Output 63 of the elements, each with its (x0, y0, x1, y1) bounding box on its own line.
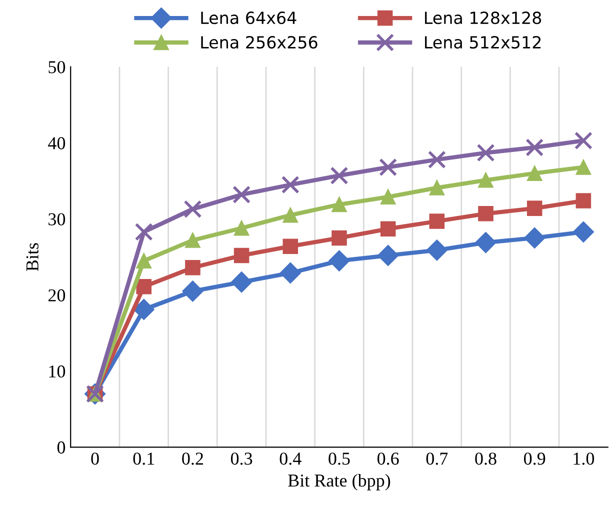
x-tick-label: 0.2 (182, 452, 203, 465)
point (330, 166, 348, 185)
x-tick-label: 0 (91, 452, 99, 465)
point (280, 262, 301, 284)
point (282, 238, 298, 254)
x-tick-label: 0.8 (475, 452, 496, 465)
x-tick-label: 0.6 (377, 452, 399, 465)
point (526, 200, 542, 216)
point (429, 214, 445, 229)
x-tick-label: 0.7 (426, 452, 448, 465)
point (378, 244, 399, 266)
point (478, 206, 494, 222)
point (182, 280, 204, 302)
point (332, 196, 347, 212)
y-axis-title: Bits (26, 243, 38, 272)
point (185, 232, 200, 248)
point (332, 230, 347, 246)
point (380, 221, 396, 236)
point (478, 172, 494, 188)
point (185, 260, 200, 276)
point (281, 176, 300, 194)
y-tick-label: 40 (48, 137, 66, 150)
point (429, 180, 445, 196)
legend-label: Lena 512x512 (425, 36, 541, 49)
point (282, 208, 298, 223)
point (576, 160, 592, 175)
point (379, 158, 398, 176)
x-tick-label: 1.0 (574, 452, 594, 465)
x-tick-label: 0.5 (328, 452, 350, 465)
point (136, 253, 152, 268)
x-tick-label: 0.4 (280, 452, 302, 465)
legend-label: Lena 256x256 (201, 36, 318, 49)
point (476, 144, 495, 162)
point (133, 298, 154, 320)
point (526, 166, 542, 181)
y-tick-label: 50 (48, 61, 66, 74)
x-axis-title: Bit Rate (bpp) (288, 474, 390, 490)
point (184, 200, 202, 218)
legend-label: Lena 128x128 (425, 12, 542, 24)
point (136, 279, 152, 294)
y-tick-label: 30 (48, 213, 66, 226)
point (524, 227, 546, 248)
point (475, 232, 496, 254)
x-tick-label: 0.1 (133, 452, 154, 465)
point (234, 220, 250, 236)
point (428, 150, 446, 169)
point (231, 272, 252, 293)
point (572, 221, 594, 242)
point (134, 222, 153, 241)
point (574, 132, 592, 150)
point (426, 240, 448, 261)
y-tick-label: 20 (48, 289, 66, 302)
point (232, 186, 251, 204)
y-tick-label: 0 (57, 441, 66, 454)
point (526, 138, 544, 156)
point (576, 193, 592, 208)
point (328, 250, 350, 272)
y-tick-label: 10 (49, 365, 66, 378)
x-tick-label: 0.3 (230, 452, 252, 465)
point (234, 248, 250, 264)
x-tick-label: 0.9 (524, 452, 546, 465)
legend-label: Lena 64x64 (201, 12, 296, 24)
point (380, 189, 396, 205)
